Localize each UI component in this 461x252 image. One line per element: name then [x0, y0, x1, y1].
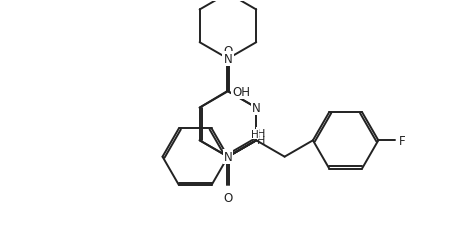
Text: O: O [223, 44, 232, 57]
Text: OH: OH [232, 85, 250, 98]
Text: N: N [252, 102, 260, 115]
Text: N: N [224, 53, 232, 66]
Text: F: F [399, 134, 405, 147]
Text: H: H [251, 130, 259, 140]
Text: H: H [257, 136, 266, 146]
Text: H: H [257, 129, 266, 139]
Text: O: O [223, 192, 232, 205]
Text: N: N [224, 151, 232, 164]
